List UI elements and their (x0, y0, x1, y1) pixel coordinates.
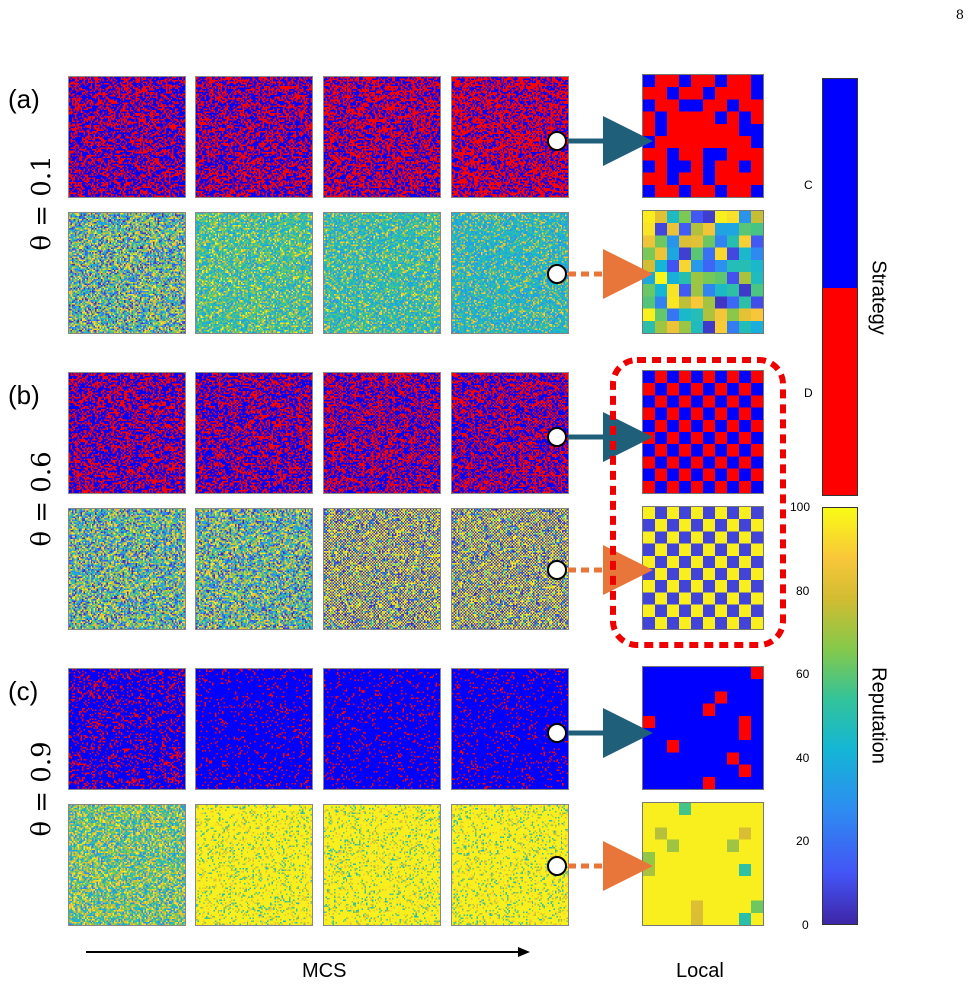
marker-c-reputation (547, 856, 567, 876)
local-strategy-3 (642, 666, 764, 790)
panel-label-a: (a) (8, 84, 40, 114)
strategy-snapshot-3-3 (323, 668, 441, 790)
strategy-tick-d: D (804, 386, 813, 400)
marker-a-reputation (547, 264, 567, 284)
strategy-colorbar-c (822, 78, 858, 288)
reputation-snapshot-3-1 (68, 804, 186, 926)
reputation-tick-60: 60 (796, 667, 810, 681)
reputation-snapshot-1-3 (323, 212, 441, 334)
strategy-colorbar-d (822, 288, 858, 496)
mcs-axis-arrow (86, 947, 530, 957)
marker-b-reputation (547, 560, 567, 580)
reputation-tick-40: 40 (796, 751, 810, 765)
local-strategy-1 (642, 74, 764, 198)
strategy-colorbar-frame (822, 78, 858, 496)
marker-a-strategy (547, 131, 567, 151)
reputation-snapshot-3-3 (323, 804, 441, 926)
strategy-snapshot-3-1 (68, 668, 186, 790)
reputation-snapshot-3-2 (195, 804, 313, 926)
reputation-tick-100: 100 (790, 500, 811, 514)
panel-label-c: (c) (8, 676, 39, 706)
strategy-tick-c: C (804, 178, 813, 192)
marker-b-strategy (547, 427, 567, 447)
strategy-snapshot-2-3 (323, 372, 441, 494)
page-number: 8 (955, 8, 964, 23)
reputation-colorbar (822, 507, 858, 925)
strategy-snapshot-2-1 (68, 372, 186, 494)
strategy-snapshot-1-1 (68, 76, 186, 198)
strategy-snapshot-3-2 (195, 668, 313, 790)
reputation-tick-80: 80 (796, 584, 810, 598)
reputation-snapshot-1-1 (68, 212, 186, 334)
local-label: Local (676, 960, 724, 982)
marker-c-strategy (547, 723, 567, 743)
reputation-snapshot-1-2 (195, 212, 313, 334)
panel-label-b: (b) (8, 380, 40, 410)
reputation-snapshot-2-3 (323, 508, 441, 630)
strategy-snapshot-1-2 (195, 76, 313, 198)
local-reputation-3 (642, 802, 764, 926)
local-reputation-1 (642, 210, 764, 334)
strategy-snapshot-1-3 (323, 76, 441, 198)
reputation-title: Reputation (867, 667, 890, 764)
strategy-snapshot-2-2 (195, 372, 313, 494)
local-reputation-2 (642, 506, 764, 630)
reputation-snapshot-2-1 (68, 508, 186, 630)
reputation-snapshot-2-2 (195, 508, 313, 630)
reputation-tick-0: 0 (802, 918, 809, 932)
strategy-title: Strategy (867, 260, 890, 335)
highlight-box (610, 357, 786, 648)
reputation-tick-20: 20 (796, 834, 810, 848)
mcs-label: MCS (302, 960, 347, 982)
